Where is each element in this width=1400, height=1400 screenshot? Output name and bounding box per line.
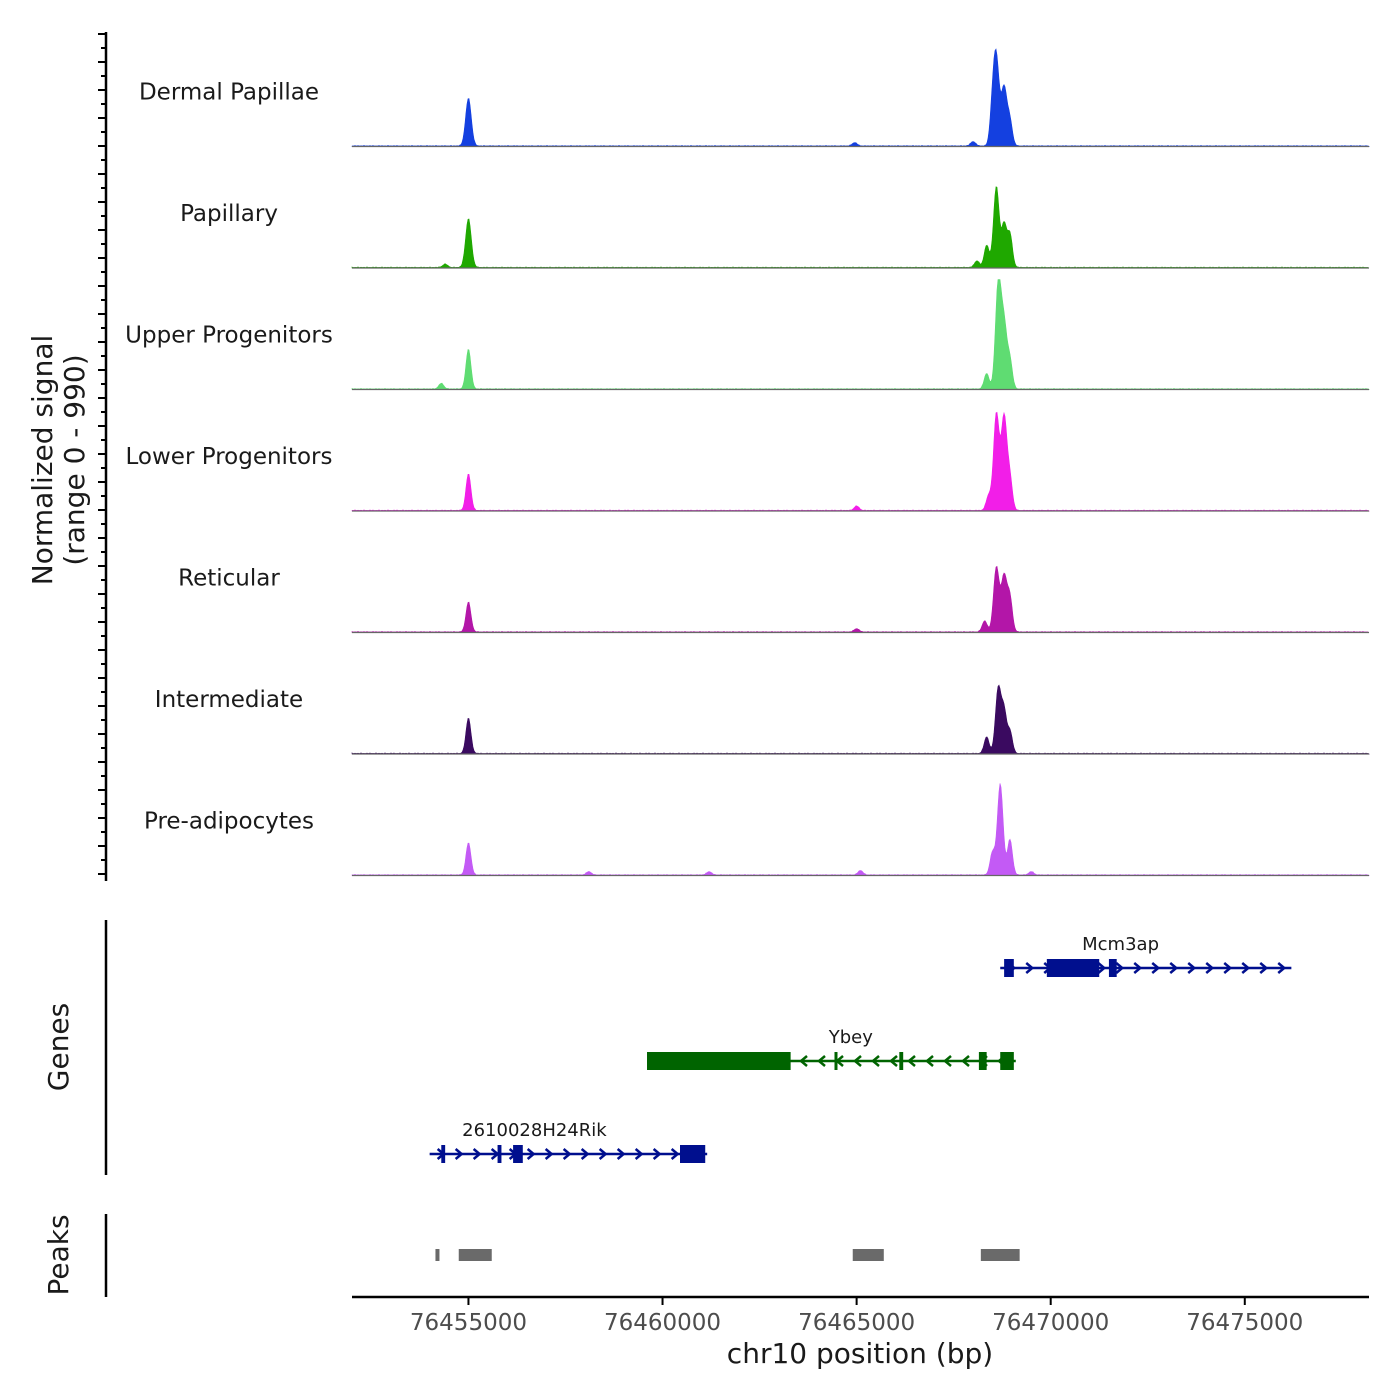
strand-arrow — [1277, 962, 1287, 974]
strand-arrow — [670, 1148, 680, 1160]
coverage-tracks: Dermal Papillae Papillary Upper Progenitor… — [125, 48, 1371, 877]
track-papillary: Papillary — [180, 186, 1370, 269]
track-label: Intermediate — [155, 687, 303, 713]
strand-arrow — [1205, 962, 1215, 974]
y-axis-label-line1: Normalized signal — [26, 335, 59, 586]
track-pre-adipocytes: Pre-adipocytes — [144, 783, 1371, 877]
strand-arrow — [1133, 962, 1143, 974]
gene-exon — [978, 1052, 987, 1070]
strand-arrow — [853, 1055, 862, 1067]
track-label: Papillary — [180, 201, 278, 227]
strand-arrow — [961, 1055, 970, 1067]
peak-regions — [435, 1249, 1020, 1261]
strand-arrow — [652, 1148, 662, 1160]
x-tick-label: 76460000 — [604, 1310, 721, 1336]
track-reticular: Reticular — [178, 565, 1370, 634]
strand-arrow — [526, 1148, 536, 1160]
strand-arrow — [871, 1055, 880, 1067]
strand-arrow — [1025, 962, 1035, 974]
strand-arrow — [580, 1148, 590, 1160]
gene-exon — [899, 1052, 904, 1070]
peaks-axis-label: Peaks — [42, 1214, 75, 1295]
gene-exon — [834, 1052, 838, 1070]
x-axis-ticks: 76455000 76460000 76465000 76470000 76475000 — [410, 1297, 1303, 1336]
gene-exon — [647, 1052, 791, 1070]
signal-area — [351, 48, 1371, 147]
gene-annotations: Mcm3ap Ybey 2610028H24Rik — [429, 934, 1292, 1163]
y-axis-label-line2: (range 0 - 990) — [58, 354, 91, 565]
signal-area — [351, 411, 1371, 512]
strand-arrow — [1115, 962, 1125, 974]
strand-arrow — [634, 1148, 644, 1160]
track-label: Reticular — [178, 566, 280, 592]
peak-region — [435, 1249, 440, 1261]
strand-arrow — [1097, 962, 1107, 974]
strand-arrow — [544, 1148, 554, 1160]
strand-arrow — [616, 1148, 626, 1160]
genes-axis-label: Genes — [42, 1003, 75, 1091]
strand-arrow — [925, 1055, 934, 1067]
track-lower-progenitors: Lower Progenitors — [126, 411, 1371, 512]
coverage-y-axis-title: Normalized signal (range 0 - 990) — [26, 335, 91, 586]
strand-arrow — [562, 1148, 572, 1160]
gene-label: Mcm3ap — [1082, 934, 1159, 955]
strand-arrow — [1187, 962, 1197, 974]
signal-area — [351, 565, 1370, 633]
strand-arrow — [799, 1055, 808, 1067]
gene-label: Ybey — [828, 1027, 873, 1048]
x-axis-title: chr10 position (bp) — [727, 1337, 993, 1370]
signal-area — [351, 684, 1371, 755]
peak-region — [852, 1249, 884, 1261]
gene-exon — [680, 1145, 706, 1163]
strand-arrow — [943, 1055, 952, 1067]
gene-2610028h24rik: 2610028H24Rik — [429, 1120, 708, 1163]
x-tick-label: 76475000 — [1186, 1310, 1303, 1336]
peak-region — [458, 1249, 492, 1261]
strand-arrow — [472, 1148, 482, 1160]
peak-region — [980, 1249, 1020, 1261]
coverage-y-ticks — [98, 33, 106, 875]
strand-arrow — [598, 1148, 608, 1160]
gene-ybey: Ybey — [647, 1027, 1016, 1070]
strand-arrow — [1169, 962, 1179, 974]
track-upper-progenitors: Upper Progenitors — [125, 279, 1371, 391]
signal-area — [351, 186, 1370, 269]
track-intermediate: Intermediate — [155, 684, 1371, 755]
gene-exon — [497, 1145, 502, 1163]
strand-arrow — [454, 1148, 464, 1160]
x-tick-label: 76455000 — [410, 1310, 527, 1336]
x-tick-label: 76465000 — [798, 1310, 915, 1336]
x-tick-label: 76470000 — [992, 1310, 1109, 1336]
track-label: Dermal Papillae — [139, 80, 319, 106]
strand-arrow — [907, 1055, 916, 1067]
track-label: Upper Progenitors — [125, 323, 333, 349]
strand-arrow — [1259, 962, 1269, 974]
track-dermal-papillae: Dermal Papillae — [139, 48, 1371, 148]
gene-exon — [1108, 959, 1117, 977]
gene-label: 2610028H24Rik — [462, 1120, 607, 1141]
gene-exon — [1000, 1052, 1014, 1070]
signal-area — [351, 783, 1371, 876]
strand-arrow — [1151, 962, 1161, 974]
gene-exon — [1004, 959, 1014, 977]
strand-arrow — [1223, 962, 1233, 974]
gene-mcm3ap: Mcm3ap — [1000, 934, 1292, 977]
track-label: Lower Progenitors — [126, 444, 333, 470]
gene-exon — [513, 1145, 523, 1163]
signal-area — [351, 279, 1371, 390]
strand-arrow — [889, 1055, 898, 1067]
gene-exon — [441, 1145, 446, 1163]
strand-arrow — [1241, 962, 1251, 974]
gene-exon — [1046, 959, 1100, 977]
track-label: Pre-adipocytes — [144, 809, 314, 835]
strand-arrow — [817, 1055, 826, 1067]
